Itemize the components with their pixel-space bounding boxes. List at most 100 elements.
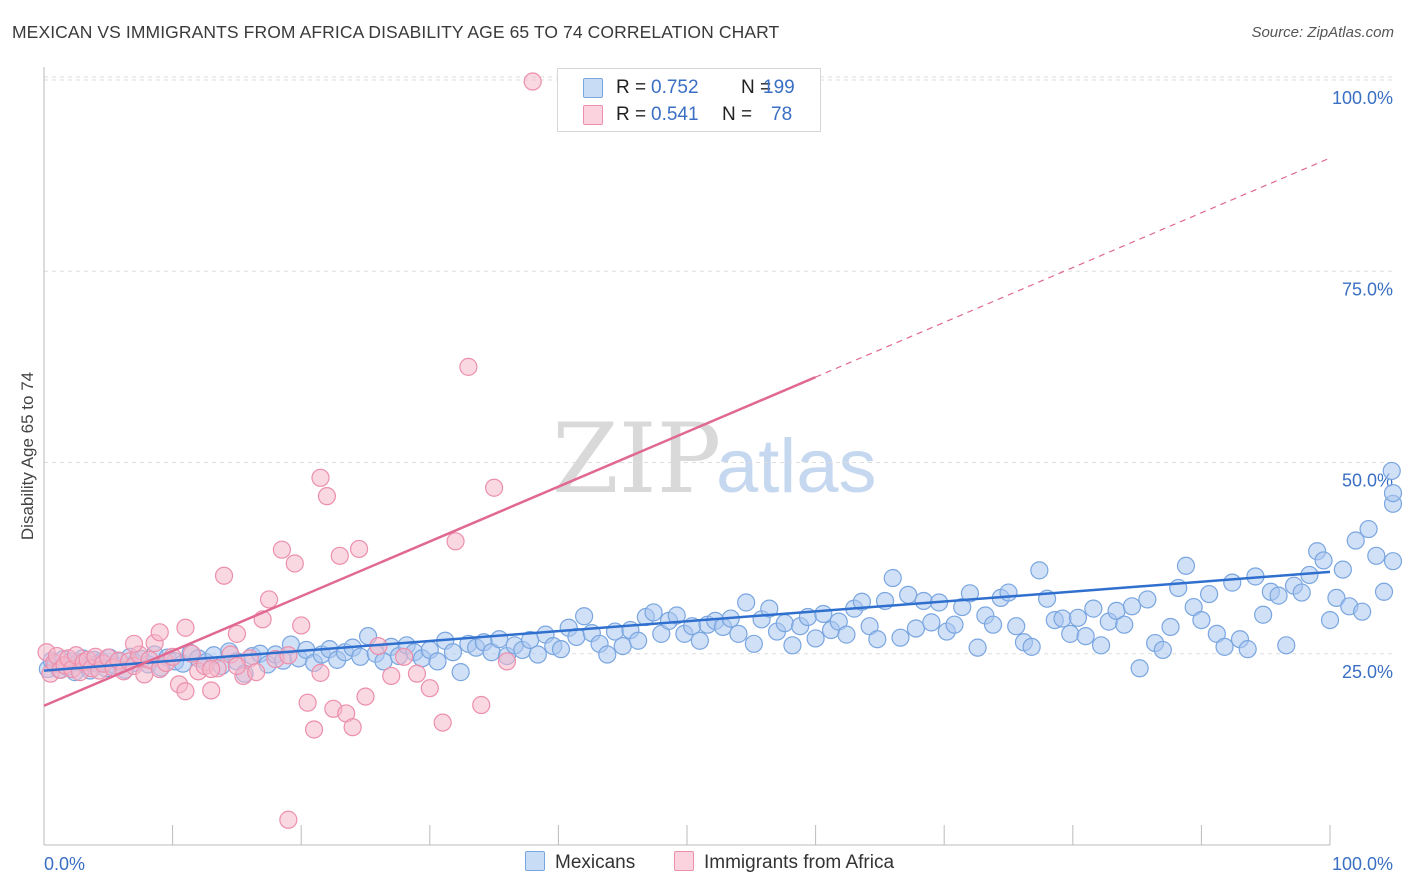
mexicans-point	[806, 629, 825, 648]
mexicans-point	[1068, 608, 1088, 627]
mexicans-point	[644, 603, 663, 622]
mexicans-point	[1346, 531, 1365, 550]
mexicans-point	[1130, 659, 1149, 678]
africa-point	[292, 616, 311, 635]
africa-point	[349, 539, 369, 559]
legend-n-value: 78	[771, 104, 793, 125]
africa-point	[202, 681, 221, 700]
legend-label-africa: Immigrants from Africa	[704, 852, 895, 873]
mexicans-point	[891, 628, 910, 647]
mexicans-point	[968, 638, 987, 657]
africa-point	[420, 679, 439, 698]
mexicans-point	[1383, 552, 1403, 571]
legend-swatch-mexicans	[583, 78, 603, 98]
mexicans-point	[1314, 551, 1333, 570]
africa-point	[311, 663, 330, 682]
bottom-legend-mexicans: Mexicans	[525, 851, 635, 877]
africa-point	[279, 646, 298, 665]
mexicans-point	[551, 640, 571, 659]
mexicans-point	[1030, 561, 1049, 580]
mexicans-point	[852, 592, 871, 611]
africa-point	[317, 487, 337, 506]
mexicans-point	[351, 647, 370, 666]
mexicans-point	[428, 652, 447, 671]
mexicans-point	[883, 568, 902, 588]
mexicans-point	[490, 630, 509, 649]
legend-n-value: 199	[763, 77, 795, 98]
mexicans-point	[629, 631, 648, 650]
mexicans-trend-line	[43, 570, 1331, 672]
mexicans-point	[1292, 583, 1311, 602]
mexicans-point	[960, 584, 980, 603]
mexicans-point	[737, 593, 756, 612]
correlation-legend: R = 0.752 N = 199 R = 0.541 N = 78	[557, 68, 821, 132]
mexicans-point	[1138, 590, 1157, 609]
africa-point	[485, 478, 504, 497]
africa-point	[298, 693, 317, 712]
mexicans-point	[528, 645, 547, 664]
mexicans-point	[1200, 584, 1219, 604]
bottom-legend-africa: Immigrants from Africa	[674, 851, 894, 877]
africa-point	[214, 566, 234, 585]
mexicans-point	[1238, 640, 1257, 659]
mexicans-point	[667, 606, 686, 625]
mexicans-point	[983, 615, 1003, 634]
watermark-zip: ZIP	[552, 403, 721, 515]
mexicans-point	[760, 599, 779, 618]
mexicans-point	[1320, 610, 1340, 630]
mexicans-point	[1383, 484, 1403, 503]
mexicans-point	[1061, 624, 1080, 643]
legend-swatch-mexicans	[525, 851, 545, 871]
mexicans-point	[1176, 556, 1196, 575]
africa-point	[446, 532, 465, 551]
mexicans-point	[953, 597, 972, 617]
africa-point	[311, 468, 330, 487]
mexicans-point	[775, 614, 794, 633]
mexicans-point	[1269, 586, 1288, 605]
mexicans-point	[914, 591, 933, 611]
mexicans-point	[1333, 560, 1352, 579]
x-tick-label: 100.0%	[1332, 854, 1393, 874]
y-tick-label: 100.0%	[1332, 88, 1393, 108]
y-tick-label: 75.0%	[1342, 279, 1393, 299]
africa-point	[176, 682, 195, 701]
africa-point	[459, 357, 478, 376]
mexicans-point	[1353, 602, 1372, 621]
mexicans-point	[613, 636, 632, 656]
mexicans-point	[1053, 609, 1072, 628]
legend-r-label: R =	[616, 104, 647, 125]
mexicans-point	[999, 583, 1018, 602]
africa-point	[407, 664, 427, 683]
legend-n-label: N =	[722, 104, 753, 125]
legend-r-value: 0.541	[651, 104, 699, 125]
mexicans-point	[575, 607, 594, 626]
africa-point	[279, 810, 298, 829]
mexicans-point	[1277, 636, 1296, 655]
mexicans-point	[729, 624, 748, 643]
mexicans-point	[1192, 610, 1211, 630]
legend-n-label: N =	[741, 77, 772, 98]
africa-point	[285, 554, 304, 573]
mexicans-point	[899, 585, 918, 604]
africa-point	[227, 656, 246, 676]
africa-point	[356, 687, 375, 706]
africa-point	[523, 72, 542, 91]
legend-row-mexicans: R = 0.752 N = 199	[558, 74, 820, 100]
mexicans-point	[451, 663, 470, 682]
y-tick-label: 50.0%	[1342, 471, 1393, 491]
mexicans-point	[1091, 636, 1111, 655]
legend-r-value: 0.752	[651, 77, 699, 98]
mexicans-point	[1254, 605, 1273, 624]
mexicans-point	[1084, 599, 1103, 618]
africa-point	[176, 618, 195, 637]
africa-point	[202, 659, 221, 679]
mexicans-point	[1122, 597, 1142, 616]
africa-point	[343, 718, 362, 737]
legend-swatch-africa	[674, 851, 694, 871]
africa-point	[304, 720, 324, 739]
africa-point	[124, 634, 144, 653]
africa-point	[497, 652, 517, 671]
legend-r-label: R =	[616, 77, 647, 98]
y-tick-label: 25.0%	[1342, 662, 1393, 682]
